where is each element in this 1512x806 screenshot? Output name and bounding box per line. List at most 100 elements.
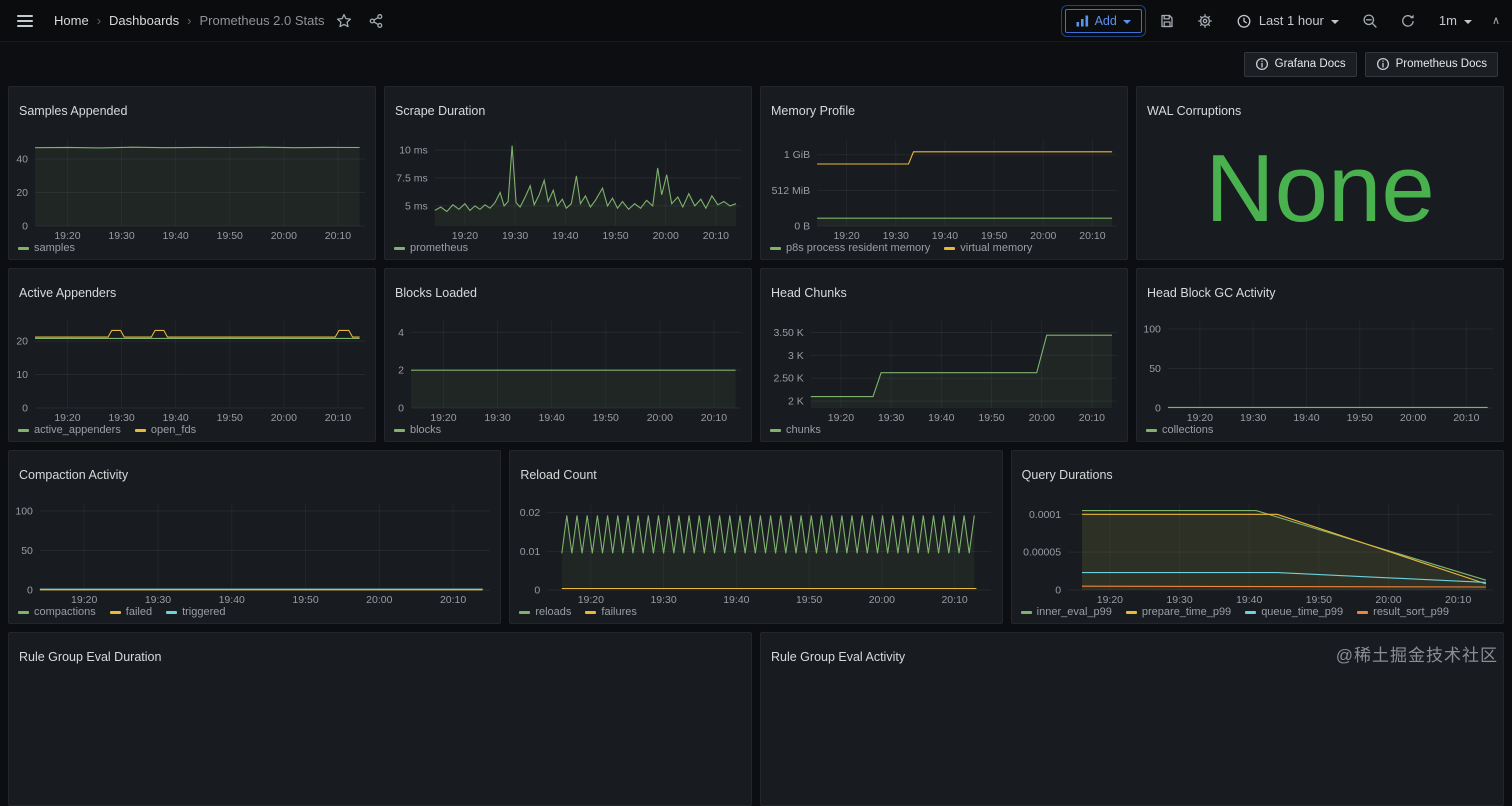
legend-label: open_fds [150,424,197,436]
star-button[interactable] [331,8,357,34]
svg-text:20:00: 20:00 [1375,594,1401,606]
panel-title[interactable]: Query Durations [1021,468,1113,483]
legend-label: failures [601,606,637,618]
chart-head-chunks[interactable]: 19:20 19:30 19:40 19:50 20:00 20:10 2 K 2.50 K 3… [761,313,1127,424]
svg-text:20:10: 20:10 [440,594,466,606]
svg-text:2.50 K: 2.50 K [773,372,803,384]
time-range-picker[interactable]: Last 1 hour [1230,12,1345,30]
legend: collections [1137,424,1503,441]
svg-text:19:40: 19:40 [219,594,245,606]
legend-item-virtual memory[interactable]: virtual memory [944,242,1032,254]
grafana-docs-button[interactable]: Grafana Docs [1243,51,1357,77]
panel-title[interactable]: Scrape Duration [395,104,486,119]
share-button[interactable] [363,8,389,34]
refresh-interval-picker[interactable]: 1m [1433,12,1478,29]
dashboard-settings-button[interactable] [1192,8,1218,34]
zoom-out-button[interactable] [1357,8,1383,34]
chart-memory-profile[interactable]: 19:20 19:30 19:40 19:50 20:00 20:10 0 B 512 MiB… [761,131,1127,242]
legend-item-open_fds[interactable]: open_fds [134,424,197,436]
legend-label: failed [125,606,153,618]
legend-item-chunks[interactable]: chunks [770,424,821,436]
svg-text:20:10: 20:10 [1445,594,1471,606]
svg-text:20:00: 20:00 [869,594,895,606]
chart-rule-group-eval-activity [761,677,1503,805]
panel-wal-corruptions: WAL Corruptions None [1136,86,1504,260]
panel-row-2: Active Appenders 19:20 19:30 19:40 19:50 20:… [8,268,1504,442]
panel-title[interactable]: Blocks Loaded [395,286,478,301]
chart-active-appenders[interactable]: 19:20 19:30 19:40 19:50 20:00 20:10 0 10 20 [9,313,375,424]
chart-scrape-duration[interactable]: 19:20 19:30 19:40 19:50 20:00 20:10 5 ms 7.5 ms… [385,131,751,242]
svg-text:19:30: 19:30 [145,594,171,606]
legend-swatch [18,610,29,614]
chart-head-block-gc-activity[interactable]: 19:20 19:30 19:40 19:50 20:00 20:10 0 50 100 [1137,313,1503,424]
svg-text:20:00: 20:00 [271,412,297,424]
legend-item-failures[interactable]: failures [585,606,637,618]
svg-text:19:20: 19:20 [452,230,478,242]
svg-text:0: 0 [1155,402,1161,414]
svg-text:1 GiB: 1 GiB [784,149,810,161]
legend-item-p8s process resident memory[interactable]: p8s process resident memory [770,242,930,254]
legend-item-result_sort_p99[interactable]: result_sort_p99 [1357,606,1449,618]
legend-item-inner_eval_p99[interactable]: inner_eval_p99 [1020,606,1112,618]
legend-item-prepare_time_p99[interactable]: prepare_time_p99 [1125,606,1231,618]
legend: compactions failed triggered [9,606,500,623]
svg-text:2 K: 2 K [788,395,804,407]
panel-title[interactable]: Rule Group Eval Duration [19,650,162,665]
refresh-button[interactable] [1395,8,1421,34]
chart-compaction-activity[interactable]: 19:20 19:30 19:40 19:50 20:00 20:10 0 50 100 [9,495,500,606]
save-dashboard-button[interactable] [1154,8,1180,34]
info-icon [1376,57,1389,71]
panel-title[interactable]: Active Appenders [19,286,117,301]
legend-item-prometheus[interactable]: prometheus [394,242,468,254]
legend-item-compactions[interactable]: compactions [18,606,96,618]
svg-text:20:00: 20:00 [366,594,392,606]
svg-text:19:40: 19:40 [539,412,565,424]
legend-label: p8s process resident memory [786,242,931,254]
svg-text:20:00: 20:00 [1400,412,1426,424]
menu-button[interactable] [12,8,38,34]
legend-item-active_appenders[interactable]: active_appenders [18,424,121,436]
svg-text:0: 0 [1055,584,1061,596]
legend-item-reloads[interactable]: reloads [519,606,571,618]
svg-text:7.5 ms: 7.5 ms [396,172,428,184]
legend-swatch [166,610,178,614]
chart-query-durations[interactable]: 19:20 19:30 19:40 19:50 20:00 20:10 0 0.00005 0.… [1012,495,1503,606]
breadcrumb-home[interactable]: Home [54,13,89,28]
svg-text:0.00005: 0.00005 [1023,546,1061,558]
caret-up-icon[interactable]: ∧ [1491,15,1500,27]
prometheus-docs-button[interactable]: Prometheus Docs [1364,51,1498,77]
legend-item-samples[interactable]: samples [18,242,75,254]
panel-title[interactable]: Reload Count [520,468,597,483]
legend-label: collections [1162,424,1214,436]
svg-text:19:30: 19:30 [651,594,677,606]
panel-title[interactable]: Head Chunks [771,286,847,301]
legend-item-collections[interactable]: collections [1146,424,1213,436]
legend: inner_eval_p99 prepare_time_p99 queue_time… [1012,606,1503,623]
svg-text:20:10: 20:10 [325,412,351,424]
add-button[interactable]: Add [1060,4,1146,37]
panel-title[interactable]: Rule Group Eval Activity [771,650,906,665]
legend: p8s process resident memory virtual memor… [761,242,1127,259]
svg-text:19:20: 19:20 [54,230,80,242]
panel-title[interactable]: Compaction Activity [19,468,129,483]
legend-label: chunks [786,424,821,436]
svg-text:19:40: 19:40 [928,412,954,424]
panel-title[interactable]: Memory Profile [771,104,856,119]
panel-rule-group-eval-activity: Rule Group Eval Activity [760,632,1504,806]
panel-title[interactable]: Head Block GC Activity [1147,286,1276,301]
chart-samples-appended[interactable]: 19:20 19:30 19:40 19:50 20:00 20:10 0 20 40 [9,131,375,242]
legend-item-triggered[interactable]: triggered [166,606,225,618]
panel-query-durations: Query Durations 19:20 19:30 19:40 19:50 20:0… [1010,450,1504,624]
breadcrumb-dashboards[interactable]: Dashboards [109,13,180,28]
panel-title[interactable]: WAL Corruptions [1147,104,1242,119]
legend-item-blocks[interactable]: blocks [394,424,441,436]
legend: samples [9,242,375,259]
legend-item-queue_time_p99[interactable]: queue_time_p99 [1245,606,1343,618]
caret-down-icon [1463,19,1472,24]
chart-blocks-loaded[interactable]: 19:20 19:30 19:40 19:50 20:00 20:10 0 2 4 [385,313,751,424]
chart-reload-count[interactable]: 19:20 19:30 19:40 19:50 20:00 20:10 0 0.01 0.02 [510,495,1001,606]
svg-text:19:50: 19:50 [981,230,1007,242]
panel-title[interactable]: Samples Appended [19,104,128,119]
legend-item-failed[interactable]: failed [109,606,153,618]
svg-text:19:40: 19:40 [1236,594,1262,606]
